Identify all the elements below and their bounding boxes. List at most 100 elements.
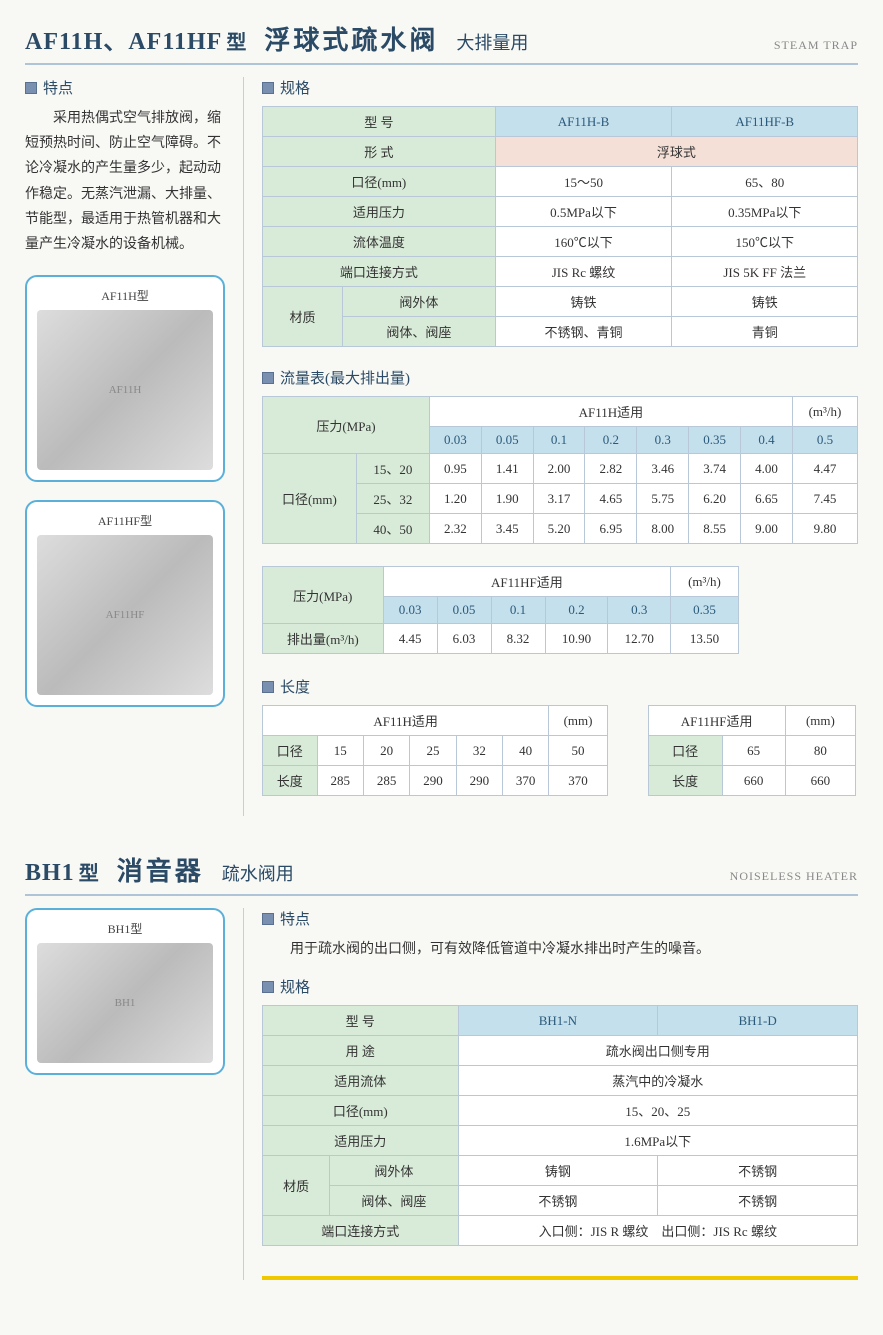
title-main-1: AF11H、AF11HF [25, 21, 222, 56]
flow1-r1-7: 7.45 [792, 484, 857, 514]
flow2-p0: 0.03 [383, 597, 437, 624]
title-sub2-1: 大排量用 [456, 29, 528, 55]
spec-body-label: 阀外体 [343, 287, 496, 317]
len2-l0: 660 [722, 766, 785, 796]
flow1-r0-d: 15、20 [356, 454, 429, 484]
s2-model-a: BH1-N [458, 1006, 658, 1036]
flow2-v5: 13.50 [671, 624, 739, 654]
spec-conn-label: 端口连接方式 [263, 257, 496, 287]
flow1-r2-d: 40、50 [356, 514, 429, 544]
flow1-r0-5: 3.74 [689, 454, 741, 484]
spec-seat-label: 阀体、阀座 [343, 317, 496, 347]
spec-mat-label: 材质 [263, 287, 343, 347]
flow2-v1: 6.03 [437, 624, 491, 654]
spec-dia-b: 65、80 [672, 167, 858, 197]
flow1-r1-d: 25、32 [356, 484, 429, 514]
flow1-p2: 0.1 [533, 427, 585, 454]
spec-model-label: 型 号 [263, 107, 496, 137]
product-image-bh1: BH1 [37, 943, 213, 1063]
spec-temp-label: 流体温度 [263, 227, 496, 257]
len2-unit: (mm) [785, 706, 856, 736]
len1-d4: 40 [503, 736, 549, 766]
s2-dia-label: 口径(mm) [263, 1096, 459, 1126]
flow-table-af11h: 压力(MPa) AF11H适用 (m³/h) 0.03 0.05 0.1 0.2… [262, 396, 858, 544]
len1-len-label: 长度 [263, 766, 318, 796]
s2-use-label: 用 途 [263, 1036, 459, 1066]
left-col-1: 特点 采用热偶式空气排放阀，缩短预热时间、防止空气障碍。不论冷凝水的产生量多少，… [25, 77, 225, 816]
right-col-2: 特点 用于疏水阀的出口侧，可有效降低管道中冷凝水排出时产生的噪音。 规格 型 号… [243, 908, 858, 1280]
features-head-2: 特点 [262, 908, 858, 929]
spec-model-b: AF11HF-B [672, 107, 858, 137]
title-row-1: AF11H、AF11HF 型 浮球式疏水阀 大排量用 STEAM TRAP [25, 20, 858, 65]
flow1-r0-1: 1.41 [481, 454, 533, 484]
s2-seat-a: 不锈钢 [458, 1186, 658, 1216]
flow1-r0-6: 4.00 [741, 454, 793, 484]
spec-model-a: AF11H-B [495, 107, 672, 137]
flow1-p7: 0.5 [792, 427, 857, 454]
flow2-unit: (m³/h) [671, 567, 739, 597]
flow2-title: AF11HF适用 [383, 567, 671, 597]
flow1-r1-5: 6.20 [689, 484, 741, 514]
features-text-1: 采用热偶式空气排放阀，缩短预热时间、防止空气障碍。不论冷凝水的产生量多少，起动动… [25, 106, 225, 257]
flow2-p4: 0.3 [608, 597, 671, 624]
flow1-p6: 0.4 [741, 427, 793, 454]
spec-dia-a: 15～50 [495, 167, 672, 197]
spec-press-label: 适用压力 [263, 197, 496, 227]
section-af11h: AF11H、AF11HF 型 浮球式疏水阀 大排量用 STEAM TRAP 特点… [25, 20, 858, 816]
product-image-af11h: AF11H [37, 310, 213, 470]
flow1-p4: 0.3 [637, 427, 689, 454]
spec-table-1: 型 号 AF11H-B AF11HF-B 形 式 浮球式 口径(mm) 15～5… [262, 106, 858, 347]
image-frame-af11hf: AF11HF型 AF11HF [25, 500, 225, 707]
footer-bar [262, 1276, 858, 1280]
s2-seat-label: 阀体、阀座 [330, 1186, 458, 1216]
len1-l2: 290 [410, 766, 456, 796]
content-1: 特点 采用热偶式空气排放阀，缩短预热时间、防止空气障碍。不论冷凝水的产生量多少，… [25, 77, 858, 816]
spec-press-b: 0.35MPa以下 [672, 197, 858, 227]
s2-fluid-val: 蒸汽中的冷凝水 [458, 1066, 857, 1096]
spec-press-a: 0.5MPa以下 [495, 197, 672, 227]
flow1-r2-2: 5.20 [533, 514, 585, 544]
image-frame-af11h: AF11H型 AF11H [25, 275, 225, 482]
title-sub1-1: 浮球式疏水阀 [264, 20, 438, 57]
flow1-r1-2: 3.17 [533, 484, 585, 514]
flow1-p1: 0.05 [481, 427, 533, 454]
flow1-p5: 0.35 [689, 427, 741, 454]
flow-table-af11hf-wrap: 压力(MPa) AF11HF适用 (m³/h) 0.030.050.10.20.… [262, 566, 858, 654]
flow1-r1-1: 1.90 [481, 484, 533, 514]
flow2-p2: 0.1 [491, 597, 545, 624]
len2-dia-label: 口径 [648, 736, 722, 766]
len-table-af11hf: AF11HF适用(mm) 口径 6580 长度 660660 [648, 705, 857, 796]
spec-temp-b: 150℃以下 [672, 227, 858, 257]
spec-body-b: 铸铁 [672, 287, 858, 317]
len1-l1: 285 [363, 766, 409, 796]
flow2-press-label: 压力(MPa) [263, 567, 384, 624]
flow1-r1-4: 5.75 [637, 484, 689, 514]
spec-table-2: 型 号 BH1-N BH1-D 用 途 疏水阀出口侧专用 适用流体 蒸汽中的冷凝… [262, 1005, 858, 1246]
s2-use-val: 疏水阀出口侧专用 [458, 1036, 857, 1066]
len1-d1: 20 [363, 736, 409, 766]
title-main-2: BH1 [25, 860, 75, 887]
flow1-p0: 0.03 [429, 427, 481, 454]
spec-conn-a: JIS Rc 螺纹 [495, 257, 672, 287]
len1-unit: (mm) [549, 706, 607, 736]
len2-d0: 65 [722, 736, 785, 766]
len2-l1: 660 [785, 766, 856, 796]
flow2-out-label: 排出量(m³/h) [263, 624, 384, 654]
flow1-r1-6: 6.65 [741, 484, 793, 514]
s2-body-b: 不锈钢 [658, 1156, 858, 1186]
flow1-p3: 0.2 [585, 427, 637, 454]
flow1-press-label: 压力(MPa) [263, 397, 430, 454]
s2-press-label: 适用压力 [263, 1126, 459, 1156]
spec-form-label: 形 式 [263, 137, 496, 167]
len1-l0: 285 [317, 766, 363, 796]
flow1-unit: (m³/h) [792, 397, 857, 427]
flow2-p3: 0.2 [545, 597, 608, 624]
spec-seat-b: 青铜 [672, 317, 858, 347]
flow1-r2-3: 6.95 [585, 514, 637, 544]
flow1-r0-4: 3.46 [637, 454, 689, 484]
flow2-v0: 4.45 [383, 624, 437, 654]
flow1-r0-0: 0.95 [429, 454, 481, 484]
len1-d0: 15 [317, 736, 363, 766]
s2-press-val: 1.6MPa以下 [458, 1126, 857, 1156]
len1-d5: 50 [549, 736, 607, 766]
